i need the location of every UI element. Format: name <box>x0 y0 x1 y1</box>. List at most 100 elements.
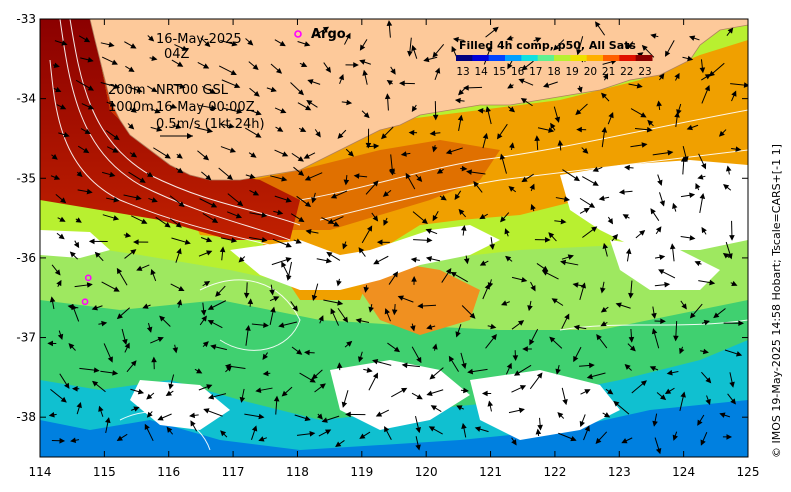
velocity-arrow <box>534 237 551 243</box>
velocity-arrow <box>361 225 373 244</box>
velocity-arrow <box>148 197 158 203</box>
velocity-arrow <box>190 420 198 432</box>
velocity-arrow <box>116 433 128 441</box>
velocity-arrow <box>543 81 558 88</box>
velocity-arrow <box>658 73 665 81</box>
velocity-arrow <box>78 35 91 43</box>
velocity-arrow <box>680 300 687 310</box>
velocity-arrow <box>281 386 293 397</box>
velocity-arrow <box>701 74 712 81</box>
velocity-arrow <box>521 60 534 71</box>
velocity-arrow <box>56 104 67 110</box>
velocity-arrow <box>238 256 246 263</box>
velocity-arrow <box>198 384 213 391</box>
velocity-arrow <box>554 218 567 225</box>
velocity-arrow <box>358 247 366 257</box>
velocity-arrow <box>175 167 184 174</box>
velocity-arrow <box>397 295 414 303</box>
velocity-arrow <box>391 304 398 316</box>
velocity-arrow <box>56 232 65 240</box>
velocity-arrow <box>651 306 657 319</box>
velocity-arrow <box>172 344 179 354</box>
velocity-arrow <box>505 255 513 262</box>
y-tick-label: -35 <box>16 171 36 185</box>
velocity-arrow <box>105 417 111 434</box>
velocity-arrow <box>450 271 468 283</box>
velocity-arrow <box>307 79 321 85</box>
velocity-arrow <box>317 413 323 420</box>
velocity-arrow <box>342 241 348 250</box>
velocity-arrow <box>262 352 268 360</box>
velocity-arrow <box>529 183 535 192</box>
velocity-arrow <box>411 276 417 285</box>
velocity-arrow <box>533 37 542 43</box>
velocity-arrow <box>429 130 441 137</box>
velocity-arrow <box>125 65 135 73</box>
velocity-arrow <box>103 343 113 363</box>
velocity-arrow <box>391 387 408 398</box>
velocity-arrow <box>507 106 516 113</box>
velocity-arrow <box>245 173 256 179</box>
colorbar-tick-label: 16 <box>511 66 525 78</box>
velocity-arrow <box>460 387 469 394</box>
velocity-arrow <box>51 264 61 276</box>
velocity-arrow <box>100 82 121 90</box>
velocity-arrow <box>355 318 370 324</box>
velocity-arrow <box>171 59 184 67</box>
velocity-arrow <box>274 149 289 157</box>
velocity-arrow <box>615 302 631 309</box>
contour-line <box>299 109 748 201</box>
velocity-arrow <box>467 368 488 375</box>
velocity-arrow <box>359 39 368 51</box>
velocity-arrow <box>507 83 514 89</box>
velocity-arrow <box>194 368 203 374</box>
velocity-arrow <box>537 417 543 431</box>
velocity-arrow <box>700 431 708 446</box>
velocity-arrow <box>530 203 536 212</box>
velocity-arrow <box>129 151 138 158</box>
velocity-arrow <box>686 124 699 131</box>
colorbar-ticks: 13 14 15 16 17 18 19 20 21 22 23 <box>456 66 651 78</box>
velocity-arrow <box>701 226 707 235</box>
velocity-arrow <box>553 39 565 51</box>
velocity-arrow <box>607 112 614 125</box>
velocity-arrow <box>413 237 433 244</box>
velocity-arrow <box>530 281 536 292</box>
colorbar-tick-label: 21 <box>602 66 615 78</box>
velocity-arrow <box>50 174 61 180</box>
velocity-arrow <box>155 216 171 228</box>
velocity-arrow <box>227 211 243 219</box>
velocity-arrow <box>49 296 56 310</box>
product-label: NRT00 GSL <box>156 83 229 98</box>
velocity-arrow <box>628 83 643 89</box>
velocity-arrow <box>172 123 182 130</box>
contour-line <box>49 59 271 246</box>
velocity-arrow <box>202 85 217 94</box>
velocity-arrow <box>579 362 595 369</box>
velocity-arrow <box>627 343 636 352</box>
velocity-arrow <box>558 432 577 442</box>
colorbar-tick-label: 15 <box>493 66 506 78</box>
velocity-arrow <box>326 251 341 261</box>
velocity-arrow <box>77 145 90 154</box>
velocity-arrow <box>92 380 106 393</box>
velocity-arrow <box>386 79 393 86</box>
velocity-arrow <box>505 362 512 375</box>
velocity-arrow <box>657 174 663 186</box>
velocity-arrow <box>445 147 463 155</box>
velocity-arrow <box>311 192 317 204</box>
y-tick-label: -38 <box>16 410 36 424</box>
velocity-arrow <box>251 322 269 328</box>
velocity-arrow <box>200 302 207 316</box>
colorbar-swatch <box>554 55 571 61</box>
x-tick-label: 116 <box>157 465 180 479</box>
velocity-arrow <box>106 101 117 107</box>
velocity-arrow <box>719 412 731 418</box>
velocity-arrow <box>146 322 153 333</box>
velocity-arrow <box>316 257 332 264</box>
velocity-arrow <box>580 389 591 395</box>
velocity-arrow <box>482 132 489 149</box>
velocity-arrow <box>384 93 391 111</box>
velocity-arrow <box>338 74 344 85</box>
